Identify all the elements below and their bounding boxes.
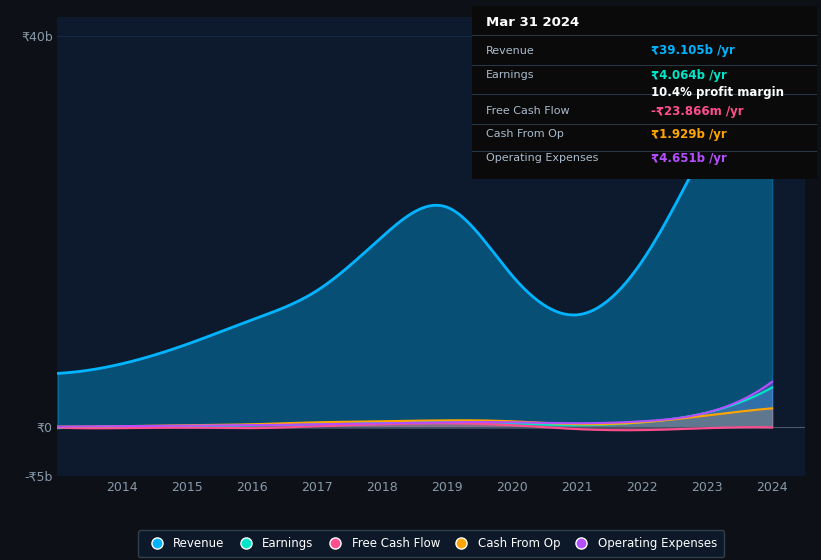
Text: ₹4.064b /yr: ₹4.064b /yr	[651, 68, 727, 82]
Text: Operating Expenses: Operating Expenses	[486, 153, 599, 164]
Text: Earnings: Earnings	[486, 70, 534, 80]
Text: Cash From Op: Cash From Op	[486, 129, 564, 139]
Text: ₹39.105b /yr: ₹39.105b /yr	[651, 44, 736, 57]
Text: Free Cash Flow: Free Cash Flow	[486, 106, 570, 116]
Text: -₹23.866m /yr: -₹23.866m /yr	[651, 105, 744, 118]
Legend: Revenue, Earnings, Free Cash Flow, Cash From Op, Operating Expenses: Revenue, Earnings, Free Cash Flow, Cash …	[138, 530, 724, 557]
Text: Mar 31 2024: Mar 31 2024	[486, 16, 579, 30]
Text: 10.4% profit margin: 10.4% profit margin	[651, 86, 784, 99]
Text: ₹4.651b /yr: ₹4.651b /yr	[651, 152, 727, 165]
Text: ₹1.929b /yr: ₹1.929b /yr	[651, 128, 727, 141]
Text: Revenue: Revenue	[486, 46, 534, 56]
